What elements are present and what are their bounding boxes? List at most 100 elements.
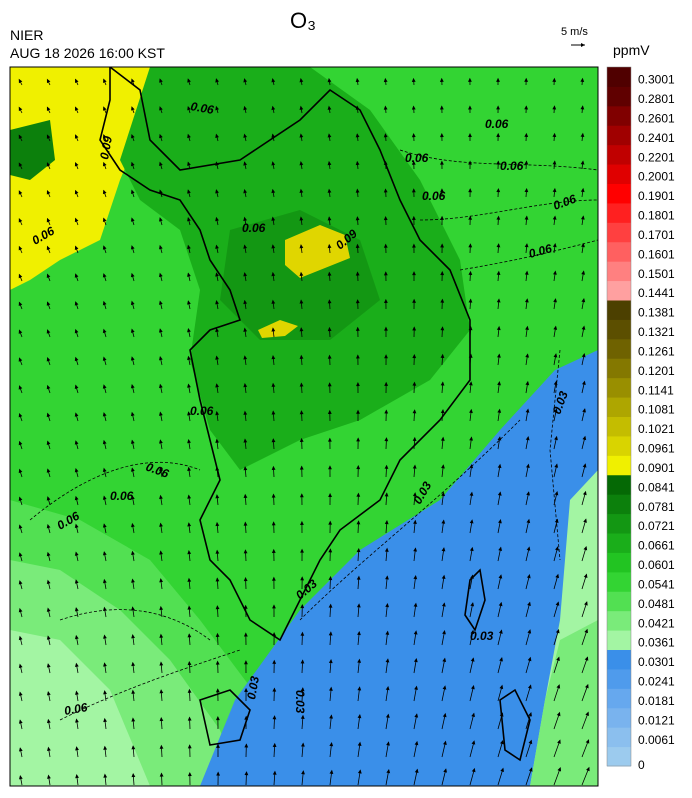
wind-arrow-head <box>385 602 390 608</box>
wind-arrow-head <box>46 691 51 696</box>
wind-arrow-head <box>468 381 473 386</box>
wind-arrow-head <box>299 299 304 304</box>
wind-arrow-head <box>187 744 192 749</box>
wind-arrow-head <box>74 662 79 668</box>
wind-arrow-head <box>271 244 276 249</box>
wind-arrow-head <box>580 77 585 82</box>
wind-arrow-head <box>384 520 389 525</box>
wind-arrow-head <box>555 628 560 634</box>
wind-arrow-head <box>187 133 191 139</box>
wind-arrow-head <box>470 602 475 607</box>
wind-arrow-head <box>301 770 305 775</box>
wind-arrow-head <box>528 739 533 745</box>
wind-arrow-head <box>497 353 501 358</box>
colorbar-label: 0.0841 <box>638 480 675 494</box>
wind-arrow-head <box>328 631 333 636</box>
colorbar-box <box>607 416 631 437</box>
wind-arrow-head <box>471 767 476 773</box>
wind-arrow-head <box>102 467 107 473</box>
colorbar-label: 0.3001 <box>638 73 675 87</box>
wind-arrow-head <box>18 273 23 279</box>
wind-arrow-head <box>46 412 51 418</box>
wind-arrow-head <box>18 552 23 557</box>
wind-arrow-head <box>441 547 446 552</box>
colorbar-label: 0.0421 <box>638 616 675 630</box>
wind-arrow-head <box>299 161 304 166</box>
colorbar-label: 0.2201 <box>638 150 675 164</box>
wind-arrow-head <box>384 437 389 442</box>
wind-arrow-head <box>585 739 590 744</box>
wind-arrow-head <box>187 327 191 333</box>
colorbar-label: 0.0541 <box>638 577 675 591</box>
wind-arrow-head <box>329 769 334 775</box>
wind-arrow-head <box>271 438 276 443</box>
wind-arrow-head <box>187 466 191 471</box>
wind-arrow-head <box>580 105 585 110</box>
colorbar-box <box>607 494 631 515</box>
wind-arrow-head <box>244 743 249 748</box>
wind-arrow-head <box>355 160 360 166</box>
wind-arrow-head <box>526 491 530 496</box>
wind-arrow-head <box>159 106 163 111</box>
wind-arrow-head <box>328 548 333 553</box>
wind-arrow-head <box>328 575 333 581</box>
wind-arrow-head <box>581 242 585 248</box>
wind-arrow-head <box>412 492 417 497</box>
wind-arrow-head <box>299 244 304 249</box>
colorbar-box <box>607 591 631 612</box>
colorbar-box <box>607 474 631 495</box>
wind-arrow-head <box>244 715 249 720</box>
wind-arrow-head <box>272 659 277 664</box>
wind-arrow-head <box>527 601 531 606</box>
wind-arrow-head <box>328 492 332 497</box>
wind-arrow-head <box>414 713 419 718</box>
wind-arrow-head <box>528 767 533 772</box>
wind-arrow-head <box>215 244 219 249</box>
wind-arrow-head <box>525 380 530 386</box>
colorbar-label: 0.0661 <box>638 539 675 553</box>
colorbar-label: 0.1601 <box>638 247 675 261</box>
wind-arrow-head <box>327 354 332 359</box>
wind-arrow-head <box>469 436 474 441</box>
wind-arrow-head <box>18 747 23 752</box>
wind-arrow-head <box>243 244 248 249</box>
wind-arrow-head <box>526 518 531 524</box>
wind-arrow-head <box>131 606 135 611</box>
wind-arrow-head <box>103 606 107 611</box>
colorbar-label: 0.0061 <box>638 733 675 747</box>
colorbar-box <box>607 358 631 379</box>
wind-arrow-head <box>582 463 587 468</box>
wind-arrow <box>581 767 590 786</box>
wind-arrow-head <box>158 328 163 333</box>
wind-arrow-head <box>18 412 23 418</box>
wind-arrow-head <box>158 272 163 278</box>
wind-arrow-head <box>47 746 51 752</box>
wind-arrow-head <box>442 712 447 718</box>
wind-arrow-head <box>131 161 135 167</box>
wind-arrow-head <box>46 551 51 557</box>
wind-arrow-head <box>244 660 248 665</box>
wind-arrow-head <box>159 244 163 250</box>
wind-arrow-head <box>215 410 220 416</box>
wind-arrow-head <box>498 519 502 524</box>
wind-arrow-head <box>130 328 135 333</box>
colorbar-box <box>607 144 631 165</box>
wind-arrow-head <box>187 605 192 610</box>
wind-arrow-head <box>552 160 557 165</box>
wind-arrow-head <box>215 105 219 111</box>
wind-arrow-head <box>356 492 361 497</box>
wind-arrow-head <box>159 439 163 444</box>
colorbar-label: 0.1201 <box>638 364 675 378</box>
wind-arrow-head <box>496 325 501 331</box>
colorbar-box <box>607 164 631 184</box>
colorbar-box <box>607 533 631 553</box>
wind-arrow-head <box>443 740 447 745</box>
wind-arrow-head <box>46 190 51 195</box>
colorbar-box <box>607 241 631 262</box>
wind-arrow-head <box>583 518 587 523</box>
wind-arrow-head <box>300 742 305 747</box>
wind-arrow-head <box>187 189 191 194</box>
wind-arrow-head <box>553 270 557 275</box>
wind-arrow-head <box>159 522 163 527</box>
wind-arrow-head <box>440 270 445 276</box>
